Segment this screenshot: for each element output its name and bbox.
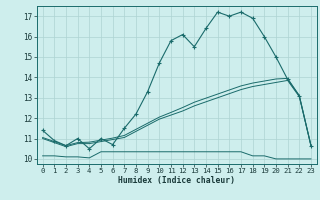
X-axis label: Humidex (Indice chaleur): Humidex (Indice chaleur) bbox=[118, 176, 235, 185]
